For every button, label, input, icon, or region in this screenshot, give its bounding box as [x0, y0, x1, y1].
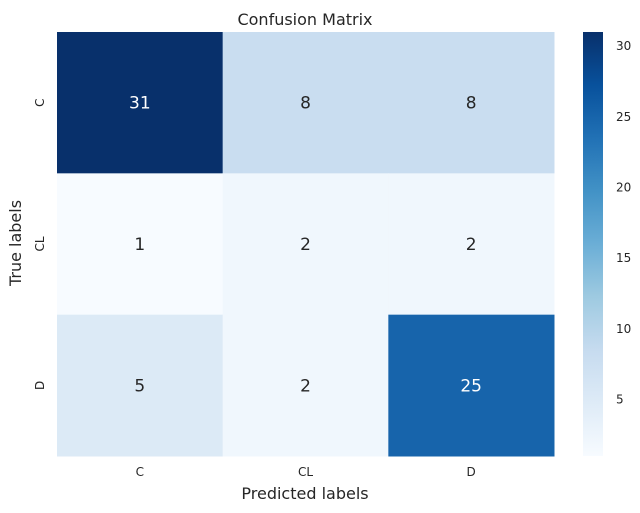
- cell-value-label: 25: [460, 376, 482, 396]
- chart-title: Confusion Matrix: [237, 10, 372, 29]
- cell-value-label: 31: [129, 94, 151, 114]
- y-tick-label: CL: [33, 236, 47, 251]
- x-axis-label: Predicted labels: [241, 484, 368, 503]
- colorbar-tick-label: 25: [616, 110, 631, 124]
- cell-value-label: 5: [134, 376, 145, 396]
- heatmap-cell: [388, 32, 555, 174]
- heatmap-cell: [57, 32, 224, 174]
- cell-value-label: 8: [300, 94, 311, 114]
- x-tick-labels: C CL D: [136, 465, 476, 479]
- heatmap-cell: [222, 32, 389, 174]
- y-tick-label: C: [33, 98, 47, 106]
- y-tick-labels: C CL D: [33, 98, 47, 389]
- y-axis-label: True labels: [6, 200, 25, 287]
- y-tick-label: D: [33, 381, 47, 390]
- x-tick-label: C: [136, 465, 144, 479]
- colorbar-tick-labels: 5 10 15 20 25 30: [616, 39, 631, 406]
- cell-value-label: 8: [466, 94, 477, 114]
- cell-value-label: 2: [466, 235, 477, 255]
- heatmap-cells: 31 8 81 2 25 2 25: [57, 32, 555, 457]
- x-tick-label: D: [467, 465, 476, 479]
- heatmap-cell: [222, 173, 389, 316]
- cell-value-label: 1: [134, 235, 145, 255]
- heatmap-cell: [388, 314, 555, 457]
- colorbar: [583, 32, 603, 456]
- colorbar-tick-label: 30: [616, 39, 631, 53]
- colorbar-tick-label: 10: [616, 322, 631, 336]
- colorbar-tick-label: 5: [616, 392, 624, 406]
- heatmap-cell: [57, 173, 224, 316]
- heatmap-cell: [57, 314, 224, 457]
- colorbar-tick-label: 15: [616, 251, 631, 265]
- colorbar-tick-label: 20: [616, 180, 631, 194]
- cell-value-label: 2: [300, 376, 311, 396]
- x-tick-label: CL: [298, 465, 313, 479]
- cell-value-label: 2: [300, 235, 311, 255]
- heatmap-cell: [388, 173, 555, 316]
- heatmap-cell: [222, 314, 389, 457]
